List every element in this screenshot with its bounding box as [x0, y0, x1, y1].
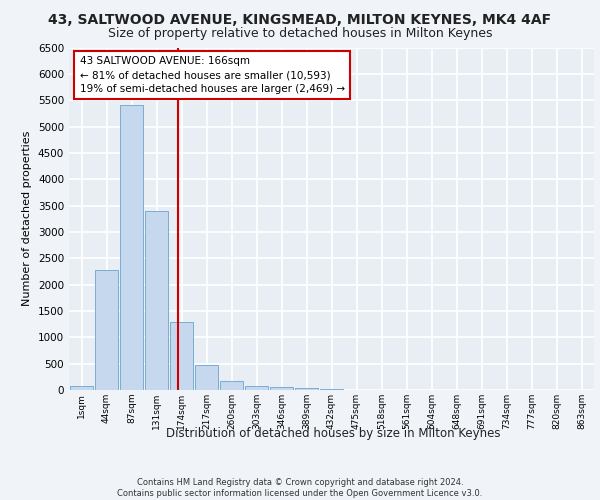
Bar — [220, 380, 243, 390]
Y-axis label: Number of detached properties: Number of detached properties — [22, 131, 32, 306]
Bar — [170, 322, 193, 390]
Text: Distribution of detached houses by size in Milton Keynes: Distribution of detached houses by size … — [166, 428, 500, 440]
Bar — [95, 270, 118, 390]
Bar — [145, 211, 168, 390]
Bar — [270, 388, 293, 390]
Bar — [70, 386, 93, 390]
Text: 43, SALTWOOD AVENUE, KINGSMEAD, MILTON KEYNES, MK4 4AF: 43, SALTWOOD AVENUE, KINGSMEAD, MILTON K… — [49, 12, 551, 26]
Text: Size of property relative to detached houses in Milton Keynes: Size of property relative to detached ho… — [108, 28, 492, 40]
Text: Contains HM Land Registry data © Crown copyright and database right 2024.
Contai: Contains HM Land Registry data © Crown c… — [118, 478, 482, 498]
Bar — [320, 389, 343, 390]
Bar — [195, 364, 218, 390]
Bar — [245, 386, 268, 390]
Bar — [295, 388, 318, 390]
Text: 43 SALTWOOD AVENUE: 166sqm
← 81% of detached houses are smaller (10,593)
19% of : 43 SALTWOOD AVENUE: 166sqm ← 81% of deta… — [79, 56, 344, 94]
Bar — [120, 106, 143, 390]
